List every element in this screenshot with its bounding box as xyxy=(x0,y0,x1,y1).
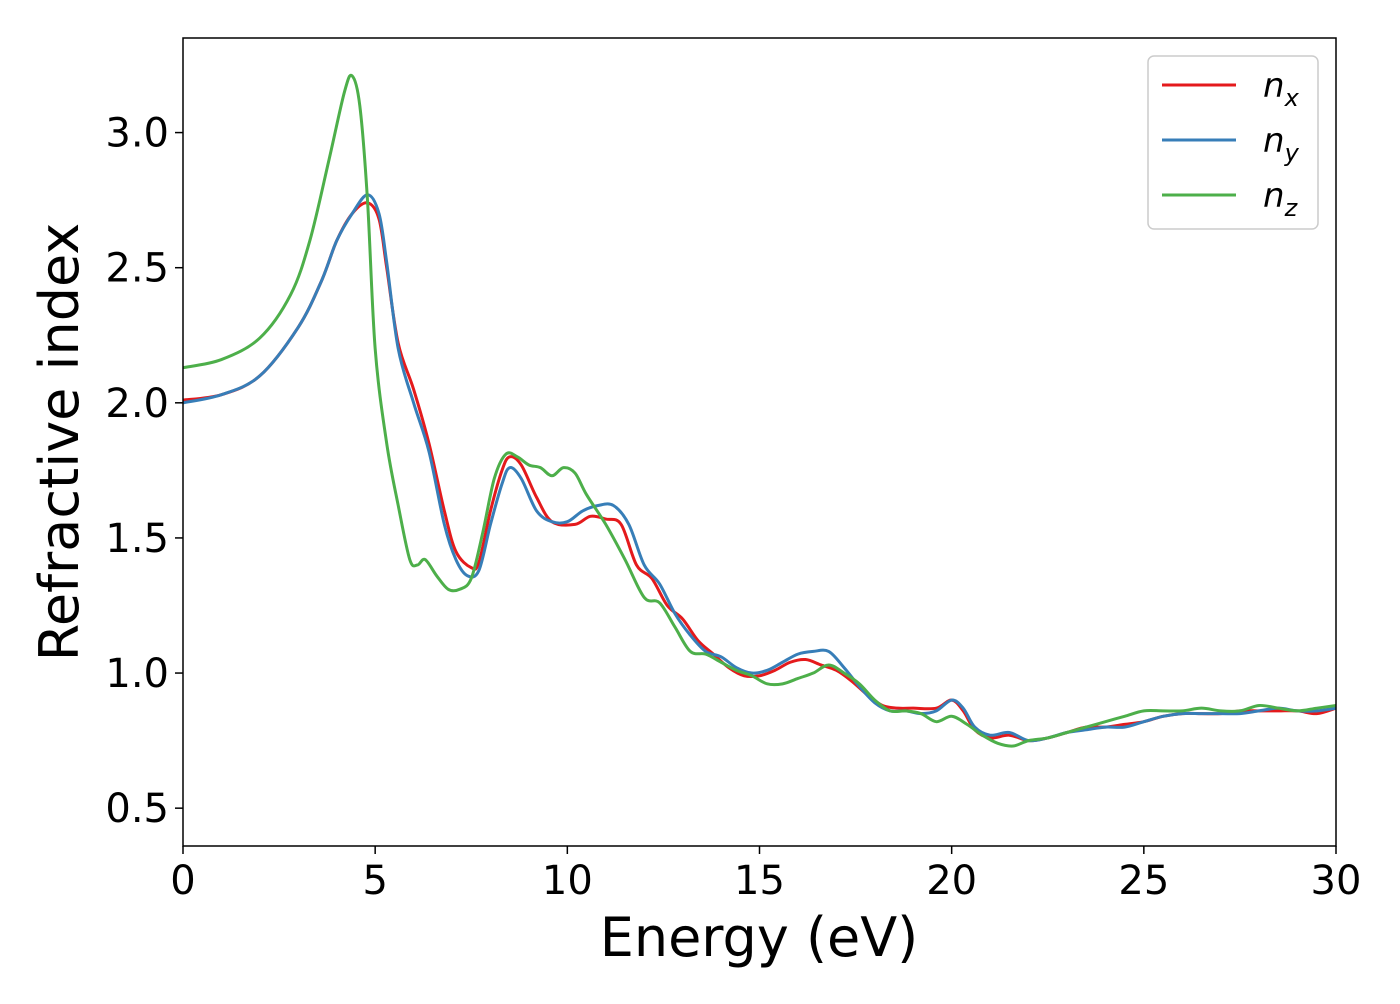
x-axis-label: Energy (eV) xyxy=(600,906,919,969)
y-tick-label: 2.5 xyxy=(105,246,169,292)
series-layer xyxy=(182,73,1337,748)
x-tick-label: 5 xyxy=(362,858,387,904)
series-line-ny xyxy=(182,193,1337,743)
x-tick-label: 25 xyxy=(1118,858,1169,904)
series-line-nx xyxy=(182,201,1337,743)
y-tick-label: 3.0 xyxy=(105,111,169,157)
y-tick-label: 1.0 xyxy=(105,651,169,697)
y-tick-label: 0.5 xyxy=(105,786,169,832)
x-tick-label: 15 xyxy=(734,858,785,904)
series-line-nz xyxy=(182,73,1337,748)
x-tick-label: 30 xyxy=(1311,858,1362,904)
x-tick-label: 10 xyxy=(542,858,593,904)
y-axis: 0.5 1.0 1.5 2.0 2.5 3.0 xyxy=(105,111,183,832)
x-axis: 0 5 10 15 20 25 30 xyxy=(170,846,1361,904)
y-tick-label: 2.0 xyxy=(105,381,169,427)
x-tick-label: 0 xyxy=(170,858,195,904)
legend-box xyxy=(1147,55,1319,230)
y-axis-label: Refractive index xyxy=(28,223,91,662)
x-tick-label: 20 xyxy=(926,858,977,904)
y-tick-label: 1.5 xyxy=(105,516,169,562)
